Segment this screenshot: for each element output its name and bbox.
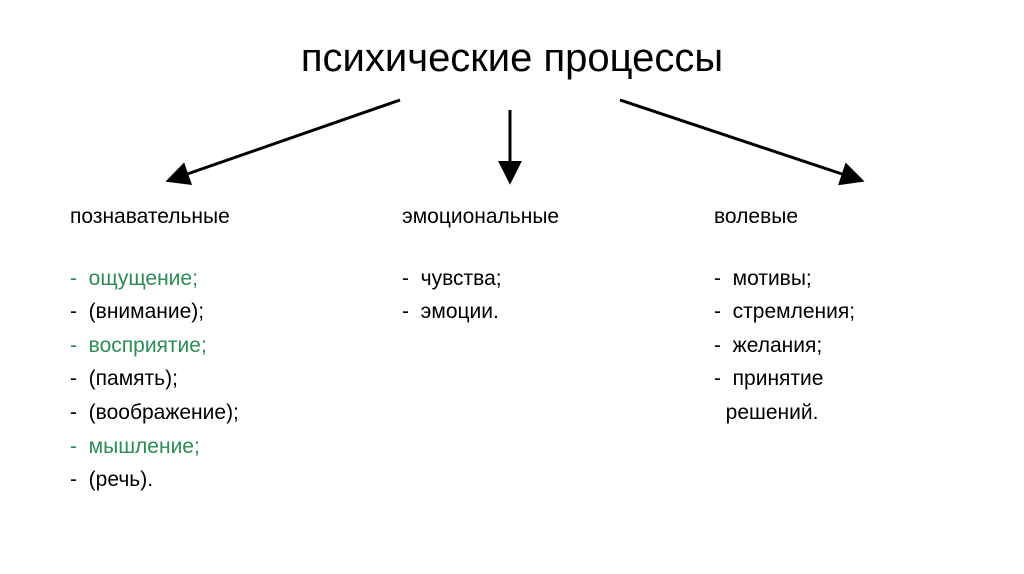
list-item-text: (память);: [89, 367, 178, 390]
column-cognitive: познавательные - ощущение;- (внимание);-…: [70, 200, 370, 497]
bullet-dash: -: [70, 300, 89, 323]
list-item: - стремления;: [714, 295, 984, 329]
list-item-text: ощущение;: [89, 267, 198, 290]
arrow-left: [170, 100, 400, 180]
bullet-dash: -: [70, 367, 89, 390]
bullet-dash: -: [714, 367, 733, 390]
list-item: - восприятие;: [70, 329, 370, 363]
bullet-dash: -: [70, 468, 89, 491]
column-items: - ощущение;- (внимание);- восприятие;- (…: [70, 262, 370, 497]
column-emotional: эмоциональные - чувства;- эмоции.: [402, 200, 682, 497]
bullet-dash: -: [714, 300, 733, 323]
column-items: - мотивы;- стремления;- желания;- принят…: [714, 262, 984, 430]
list-item: - (память);: [70, 362, 370, 396]
column-heading: познавательные: [70, 200, 370, 234]
list-item: - мышление;: [70, 430, 370, 464]
column-items: - чувства;- эмоции.: [402, 262, 682, 329]
bullet-dash: -: [70, 267, 89, 290]
list-item: - ощущение;: [70, 262, 370, 296]
list-item-text: (речь).: [89, 468, 153, 491]
columns-container: познавательные - ощущение;- (внимание);-…: [70, 200, 984, 497]
bullet-dash: -: [714, 267, 733, 290]
list-item-text: восприятие;: [89, 334, 207, 357]
list-item: - чувства;: [402, 262, 682, 296]
list-item: - (воображение);: [70, 396, 370, 430]
list-item-text: мотивы;: [733, 267, 812, 290]
column-heading: эмоциональные: [402, 200, 682, 234]
list-item-text: чувства;: [421, 267, 502, 290]
list-item-text: (внимание);: [89, 300, 204, 323]
list-item: - эмоции.: [402, 295, 682, 329]
list-item-text: мышление;: [89, 435, 200, 458]
bullet-dash: -: [714, 334, 733, 357]
list-item-text: стремления;: [733, 300, 855, 323]
list-item: решений.: [714, 396, 984, 430]
list-item: - (речь).: [70, 463, 370, 497]
bullet-dash: -: [70, 435, 89, 458]
slide: психические процессы познавательные - ощ…: [0, 0, 1024, 574]
bullet-dash: -: [70, 401, 89, 424]
bullet-dash: -: [402, 300, 421, 323]
list-item: - (внимание);: [70, 295, 370, 329]
bullet-dash: -: [70, 334, 89, 357]
diagram-title: психические процессы: [0, 36, 1024, 81]
arrow-right: [620, 100, 860, 180]
bullet-dash: -: [402, 267, 421, 290]
branch-arrows: [0, 90, 1024, 200]
list-item: - принятие: [714, 362, 984, 396]
column-volitional: волевые - мотивы;- стремления;- желания;…: [714, 200, 984, 497]
list-item: - желания;: [714, 329, 984, 363]
list-item-text: эмоции.: [421, 300, 499, 323]
column-heading: волевые: [714, 200, 984, 234]
list-item-text: желания;: [733, 334, 823, 357]
list-item-text: принятие: [733, 367, 824, 390]
list-item-text: (воображение);: [89, 401, 239, 424]
list-item: - мотивы;: [714, 262, 984, 296]
